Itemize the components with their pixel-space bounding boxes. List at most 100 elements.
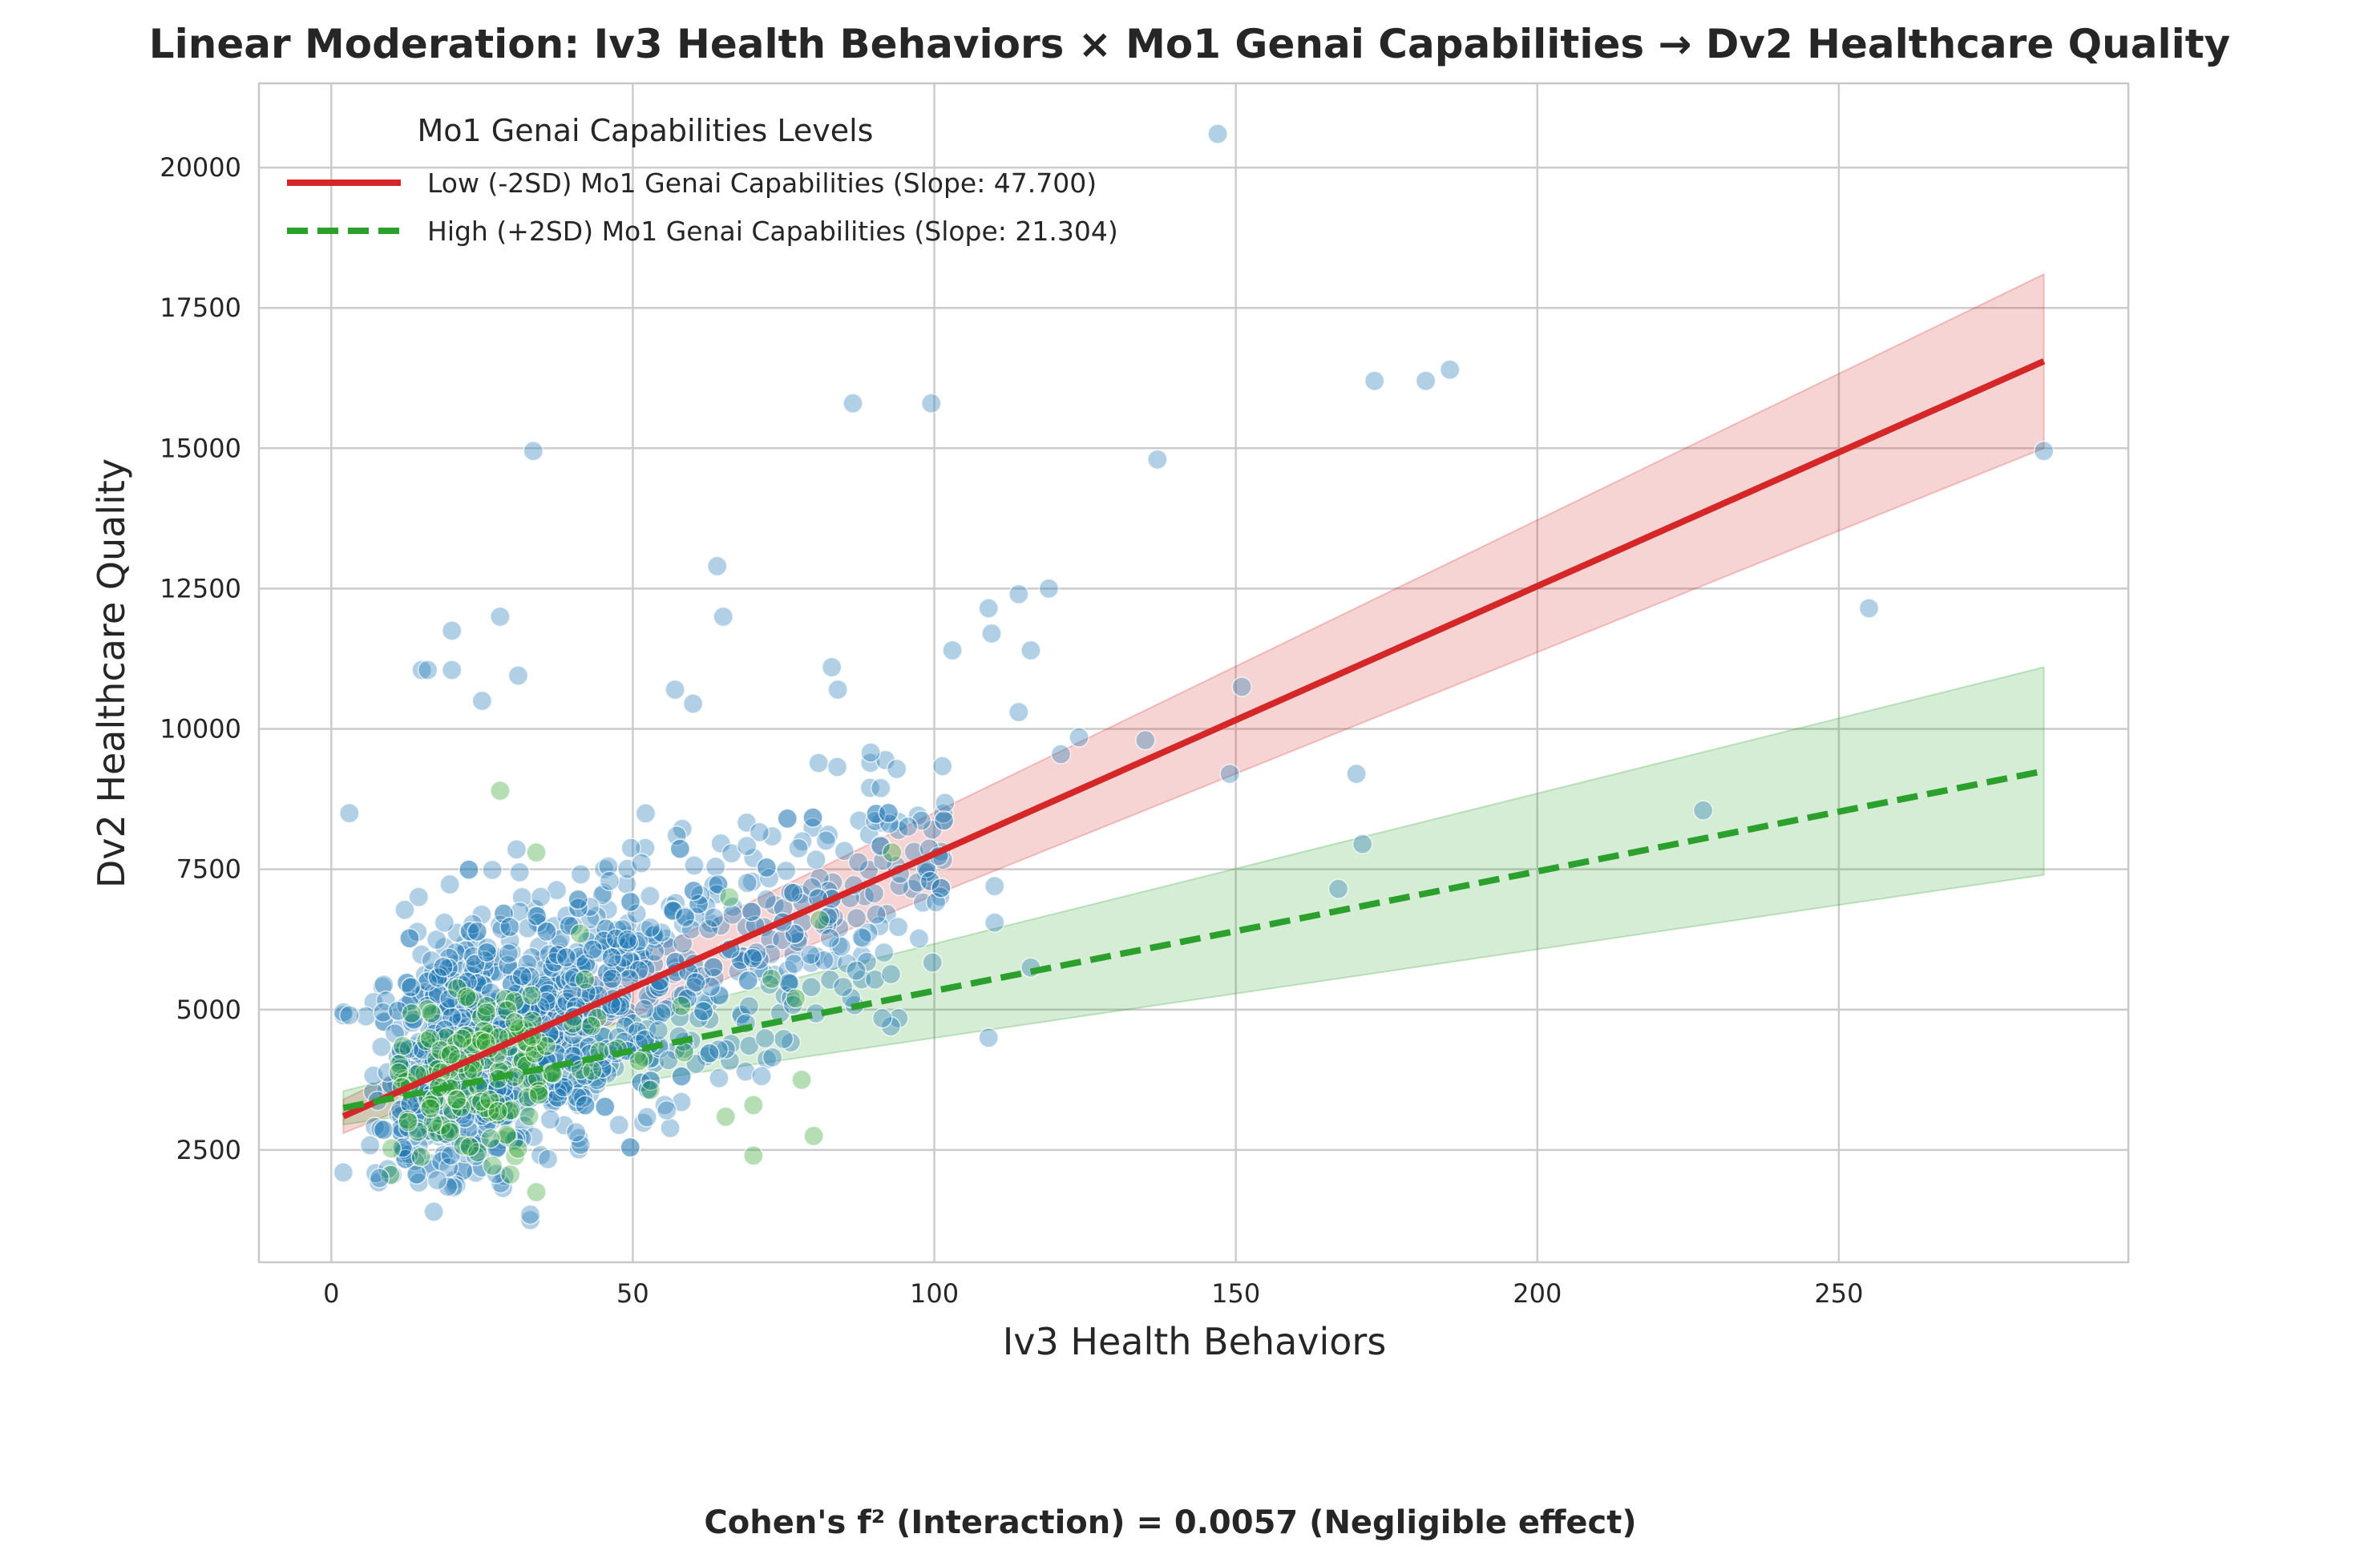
data-point-blue [754,1027,776,1049]
data-point-blue [746,942,767,963]
data-point-blue [568,1128,589,1148]
data-point-blue [1364,370,1385,392]
data-point-blue [808,753,829,773]
data-point-green [504,1011,525,1033]
data-point-blue [509,862,530,883]
data-point-blue [1038,578,1060,599]
data-point-blue [423,1201,444,1222]
data-point-blue [626,903,647,924]
data-point-blue [373,1002,394,1023]
data-point-green [487,1100,508,1122]
data-point-blue [457,971,478,992]
data-point-green [410,1146,431,1168]
data-point-blue [672,818,693,839]
data-point-blue [749,821,770,843]
data-point-blue [1219,763,1240,785]
y-axis-label: Dv2 Healthcare Quality [90,458,133,888]
data-point-blue [437,1176,459,1197]
data-point-green [673,1042,695,1063]
data-point-blue [771,930,793,951]
data-point-blue [1008,583,1029,605]
data-point-green [439,1121,461,1143]
data-point-blue [406,1164,427,1185]
data-point-green [389,1053,410,1075]
data-point-green [482,1155,503,1177]
data-point-green [476,995,497,1017]
data-point-blue [931,878,952,898]
data-point-blue [696,896,717,917]
data-point-green [743,1095,764,1116]
data-point-blue [635,838,656,858]
data-point-green [715,1106,737,1128]
data-point-blue [709,984,729,1006]
data-point-green [471,1091,492,1112]
data-point-blue [355,1006,377,1027]
data-point-blue [699,1043,720,1064]
data-point-green [524,1043,545,1064]
data-point-blue [742,947,763,969]
data-point-blue [615,1016,636,1037]
data-point-blue [373,1120,394,1140]
data-point-blue [922,952,943,973]
data-point-blue [806,849,826,870]
data-point-blue [608,1114,629,1136]
data-point-blue [842,393,863,414]
data-point-blue [802,807,823,828]
data-point-blue [671,1066,692,1087]
data-point-blue [661,899,683,921]
x-tick-label: 50 [616,1278,649,1309]
data-point-blue [846,960,867,981]
data-point-blue [506,839,527,860]
data-point-blue [620,838,641,858]
y-tick-label: 12500 [160,573,241,603]
data-point-blue [683,880,704,902]
data-point-blue [911,810,932,831]
x-tick-label: 200 [1513,1278,1562,1309]
data-point-blue [482,859,503,881]
data-point-blue [840,987,862,1008]
data-point-blue [400,976,422,998]
scatter-points [333,123,2055,1231]
data-point-blue [814,950,834,971]
data-point-blue [703,907,725,928]
data-point-green [417,999,438,1020]
data-point-blue [703,957,724,978]
data-point-blue [519,1204,541,1225]
data-point-blue [1692,800,1714,821]
data-point-blue [605,928,627,949]
data-point-blue [735,1061,756,1082]
data-point-blue [864,969,886,991]
data-point-blue [426,929,447,951]
data-point-blue [467,921,488,942]
data-point-blue [359,1135,381,1156]
data-point-blue [942,640,963,661]
data-point-blue [631,853,652,874]
data-point-blue [553,1076,574,1098]
data-point-blue [507,665,529,686]
data-point-green [569,923,591,944]
data-point-blue [851,926,872,948]
data-point-green [574,969,596,990]
data-point-blue [548,944,568,966]
data-point-green [398,1111,418,1132]
data-point-green [490,780,511,801]
y-tick-label: 20000 [160,152,241,183]
data-point-blue [801,976,822,998]
legend-entry-high: High (+2SD) Mo1 Genai Capabilities (Slop… [427,216,1118,247]
data-point-blue [675,906,696,928]
data-point-blue [570,864,592,885]
data-point-green [480,1128,501,1149]
data-point-green [459,988,480,1010]
data-point-blue [375,990,397,1011]
data-point-blue [801,952,822,974]
effect-size-footnote: Cohen's f² (Interaction) = 0.0057 (Negli… [704,1504,1636,1541]
data-point-blue [1231,676,1252,697]
data-point-green [456,987,477,1007]
data-point-blue [762,825,783,847]
data-point-blue [537,983,558,1005]
data-point-green [496,1124,517,1145]
data-point-blue [1050,744,1072,765]
data-point-blue [582,939,604,960]
plot-frame [257,82,2130,1264]
data-point-blue [827,679,848,700]
